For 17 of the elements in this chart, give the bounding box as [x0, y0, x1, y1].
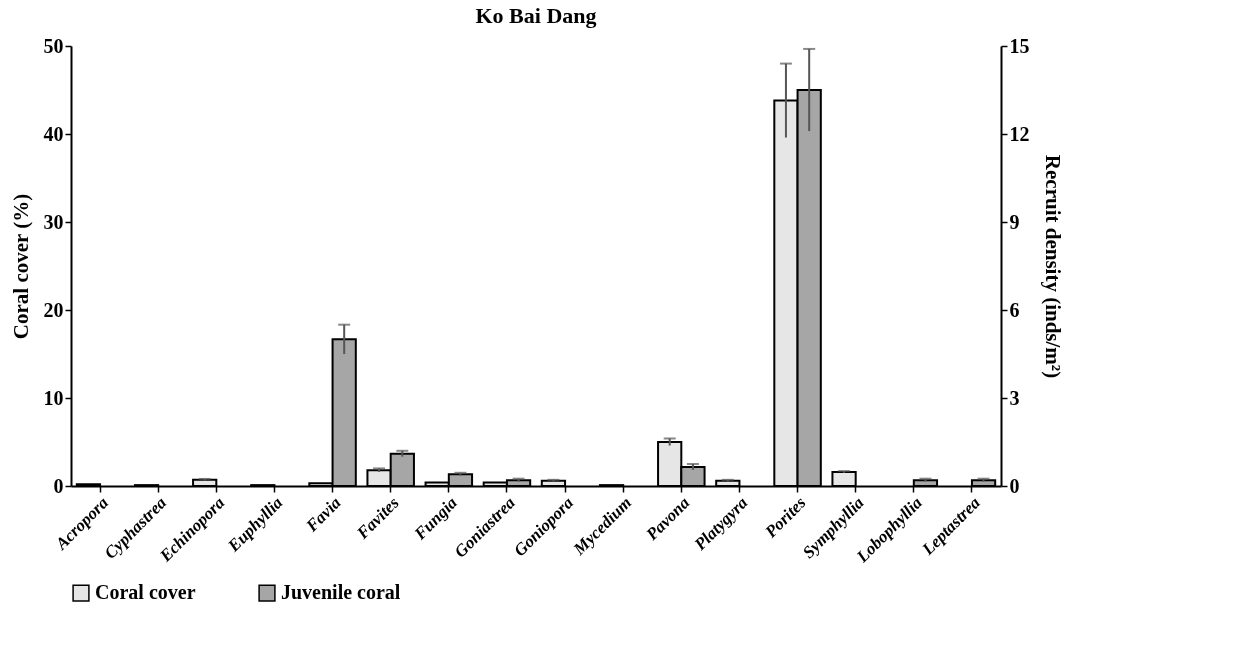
legend-label: Juvenile coral: [281, 581, 401, 604]
y-tick-label: 50: [43, 34, 64, 57]
y2-tick-label: 3: [1009, 386, 1020, 409]
y-tick-label: 30: [43, 210, 64, 233]
y2-tick-label: 12: [1009, 122, 1030, 145]
y2-tick-label: 15: [1009, 34, 1030, 57]
chart-title: Ko Bai Dang: [475, 3, 597, 28]
y-tick-label: 0: [53, 474, 64, 497]
y-axis-title: Coral cover (%): [8, 193, 33, 340]
y-tick-label: 10: [43, 386, 64, 409]
y-tick-label: 20: [43, 298, 64, 321]
legend-label: Coral cover: [95, 581, 196, 604]
y-tick-label: 40: [43, 122, 64, 145]
y2-axis-title: Recruit density (inds/m²): [1040, 154, 1065, 379]
y2-tick-label: 0: [1009, 474, 1020, 497]
y2-tick-label: 9: [1009, 210, 1020, 233]
y2-tick-label: 6: [1009, 298, 1020, 321]
